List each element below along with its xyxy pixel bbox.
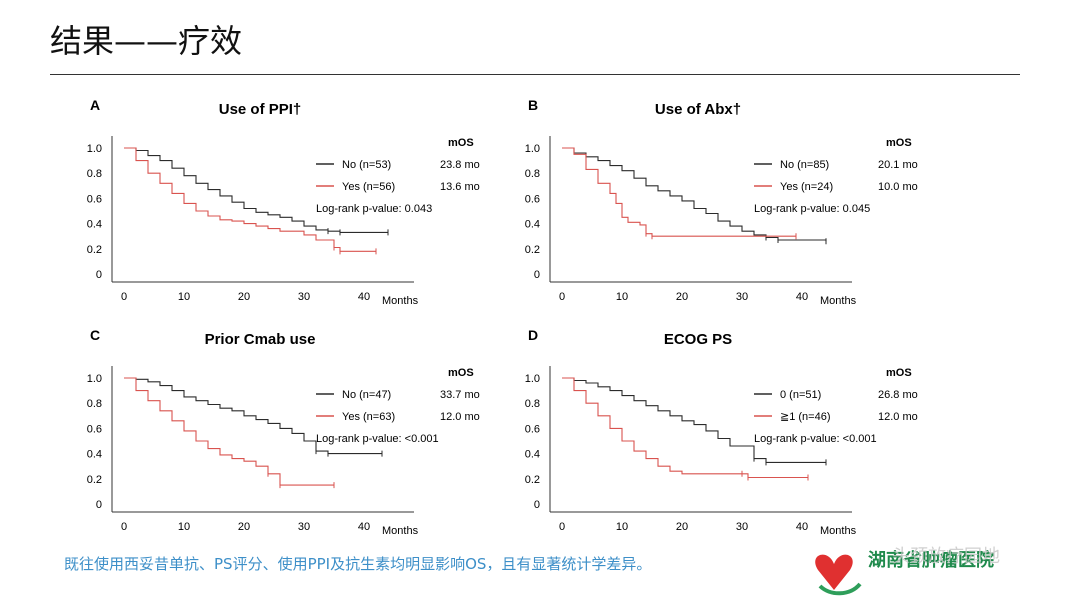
x-tick-label: 40 — [358, 521, 370, 533]
x-axis-label: Months — [382, 525, 419, 537]
km-curve-series-1 — [124, 147, 376, 252]
x-tick-label: 0 — [121, 291, 127, 303]
x-tick-label: 30 — [736, 521, 748, 533]
chart-title: Use of Abx† — [655, 101, 741, 118]
hospital-logo: 湖南省肿瘤医院 头颈放疗园地 — [800, 540, 1072, 604]
x-tick-label: 20 — [238, 291, 250, 303]
y-tick-label: 0.2 — [87, 244, 102, 256]
slide-caption: 既往使用西妥昔单抗、PS评分、使用PPI及抗生素均明显影响OS，且有显著统计学差… — [64, 555, 652, 573]
y-tick-label: 0.6 — [87, 423, 102, 435]
x-axis-label: Months — [820, 295, 857, 307]
km-panel-b: B Use of Abx† 1.0 0.8 0.6 0.4 0.2 0 0 10 20 30 40 Mon… — [498, 88, 958, 317]
y-tick-label: 0.2 — [525, 244, 540, 256]
x-tick-label: 0 — [121, 521, 127, 533]
x-tick-label: 10 — [178, 291, 190, 303]
panel-letter: D — [528, 327, 538, 343]
y-tick-label: 0 — [534, 269, 540, 281]
y-tick-label: 0.8 — [87, 168, 102, 180]
legend-mos-value: 12.0 mo — [878, 411, 918, 423]
legend-label: Yes (n=24) — [780, 181, 833, 193]
hospital-name: 湖南省肿瘤医院 — [868, 549, 994, 570]
y-tick-label: 0 — [96, 269, 102, 281]
x-tick-label: 20 — [676, 291, 688, 303]
km-panel-c: C Prior Cmab use 1.0 0.8 0.6 0.4 0.2 0 0 10 20 30 40… — [60, 318, 520, 547]
km-curve-series-1 — [124, 377, 334, 486]
y-tick-label: 0.6 — [87, 193, 102, 205]
x-axis-label: Months — [382, 295, 419, 307]
y-tick-label: 0.4 — [525, 219, 540, 231]
heart-logo-icon — [815, 554, 853, 590]
y-tick-label: 0.6 — [525, 423, 540, 435]
legend-mos-value: 12.0 mo — [440, 411, 480, 423]
km-curve-series-0 — [124, 377, 382, 455]
legend-label: ≧1 (n=46) — [780, 411, 831, 423]
y-tick-label: 0 — [96, 499, 102, 511]
logrank-pvalue: Log-rank p-value: <0.001 — [316, 433, 439, 445]
km-curve-series-0 — [562, 147, 827, 242]
slide-title: 结果——疗效 — [50, 22, 243, 60]
x-tick-label: 10 — [178, 521, 190, 533]
logrank-pvalue: Log-rank p-value: <0.001 — [754, 433, 877, 445]
legend-label: Yes (n=63) — [342, 411, 395, 423]
km-panel-a: A Use of PPI† 1.0 0.8 0.6 0.4 0.2 0 0 10 20 30 40 Mon… — [60, 88, 520, 317]
y-tick-label: 1.0 — [87, 373, 102, 385]
x-axis-label: Months — [820, 525, 857, 537]
mos-header: mOS — [448, 137, 474, 149]
y-tick-label: 0.4 — [87, 449, 102, 461]
legend-label: Yes (n=56) — [342, 181, 395, 193]
legend-label: No (n=47) — [342, 389, 391, 401]
legend-label: No (n=53) — [342, 159, 391, 171]
panel-letter: C — [90, 327, 100, 343]
y-tick-label: 1.0 — [525, 143, 540, 155]
y-tick-label: 0.8 — [87, 398, 102, 410]
km-curve-series-0 — [562, 377, 826, 463]
logrank-pvalue: Log-rank p-value: 0.043 — [316, 203, 432, 215]
title-divider — [50, 74, 1020, 75]
km-panel-d: D ECOG PS 1.0 0.8 0.6 0.4 0.2 0 0 10 20 30 40 Months m… — [498, 318, 958, 547]
x-tick-label: 30 — [736, 291, 748, 303]
panel-letter: A — [90, 97, 100, 113]
x-tick-label: 20 — [238, 521, 250, 533]
logrank-pvalue: Log-rank p-value: 0.045 — [754, 203, 870, 215]
y-tick-label: 0.8 — [525, 398, 540, 410]
x-tick-label: 40 — [796, 521, 808, 533]
legend-mos-value: 13.6 mo — [440, 181, 480, 193]
x-tick-label: 30 — [298, 521, 310, 533]
chart-title: ECOG PS — [664, 331, 732, 348]
x-tick-label: 10 — [616, 291, 628, 303]
x-tick-label: 40 — [358, 291, 370, 303]
legend-label: 0 (n=51) — [780, 389, 821, 401]
y-tick-label: 0.6 — [525, 193, 540, 205]
chart-title: Prior Cmab use — [205, 331, 316, 348]
mos-header: mOS — [448, 367, 474, 379]
y-tick-label: 0.2 — [87, 474, 102, 486]
x-tick-label: 20 — [676, 521, 688, 533]
km-curve-series-1 — [562, 377, 808, 479]
legend-label: No (n=85) — [780, 159, 829, 171]
y-tick-label: 0.8 — [525, 168, 540, 180]
legend-mos-value: 33.7 mo — [440, 389, 480, 401]
y-tick-label: 0.2 — [525, 474, 540, 486]
x-tick-label: 0 — [559, 291, 565, 303]
x-tick-label: 10 — [616, 521, 628, 533]
x-tick-label: 0 — [559, 521, 565, 533]
x-tick-label: 40 — [796, 291, 808, 303]
y-tick-label: 0.4 — [87, 219, 102, 231]
km-curve-series-0 — [124, 147, 388, 233]
y-tick-label: 0.4 — [525, 449, 540, 461]
legend-mos-value: 26.8 mo — [878, 389, 918, 401]
legend-mos-value: 23.8 mo — [440, 159, 480, 171]
y-tick-label: 1.0 — [525, 373, 540, 385]
watermark-text: 头颈放疗园地 — [892, 546, 1000, 566]
legend-mos-value: 20.1 mo — [878, 159, 918, 171]
chart-title: Use of PPI† — [219, 101, 302, 118]
y-tick-label: 1.0 — [87, 143, 102, 155]
mos-header: mOS — [886, 367, 912, 379]
panel-letter: B — [528, 97, 538, 113]
y-tick-label: 0 — [534, 499, 540, 511]
mos-header: mOS — [886, 137, 912, 149]
legend-mos-value: 10.0 mo — [878, 181, 918, 193]
x-tick-label: 30 — [298, 291, 310, 303]
km-curve-series-1 — [562, 147, 796, 237]
